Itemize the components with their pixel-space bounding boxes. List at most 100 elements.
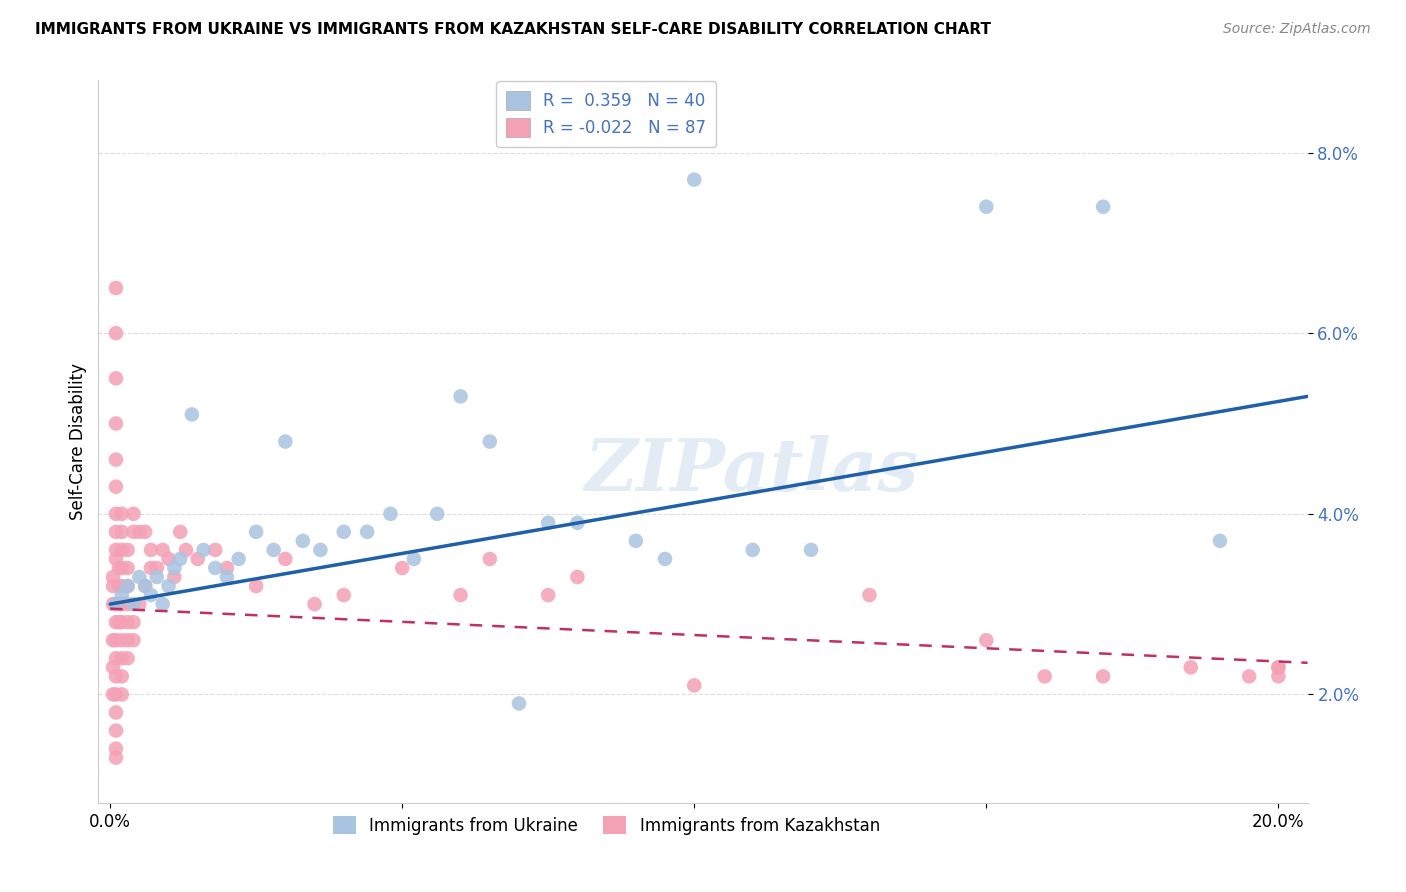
Point — [187, 552, 209, 566]
Point — [104, 723, 127, 738]
Point — [104, 615, 127, 630]
Point — [291, 533, 314, 548]
Point — [204, 561, 226, 575]
Point — [134, 579, 156, 593]
Point — [683, 678, 706, 692]
Point — [111, 651, 134, 665]
Point — [104, 669, 127, 683]
Point — [104, 750, 127, 764]
Point — [104, 633, 127, 648]
Point — [128, 597, 150, 611]
Point — [402, 552, 425, 566]
Point — [858, 588, 880, 602]
Y-axis label: Self-Care Disability: Self-Care Disability — [69, 363, 87, 520]
Point — [1237, 669, 1260, 683]
Point — [104, 480, 127, 494]
Point — [567, 570, 589, 584]
Point — [104, 552, 127, 566]
Point — [104, 687, 127, 701]
Point — [117, 651, 139, 665]
Point — [108, 561, 131, 575]
Point — [332, 524, 354, 539]
Point — [122, 597, 145, 611]
Point — [111, 542, 134, 557]
Point — [104, 597, 127, 611]
Point — [104, 597, 127, 611]
Point — [537, 516, 560, 530]
Point — [146, 561, 169, 575]
Point — [146, 570, 169, 584]
Point — [974, 200, 997, 214]
Point — [128, 524, 150, 539]
Point — [104, 651, 127, 665]
Point — [274, 434, 297, 449]
Point — [111, 597, 134, 611]
Point — [104, 706, 127, 720]
Point — [654, 552, 676, 566]
Point — [117, 561, 139, 575]
Point — [104, 542, 127, 557]
Point — [624, 533, 647, 548]
Point — [117, 542, 139, 557]
Point — [101, 597, 124, 611]
Point — [245, 524, 267, 539]
Point — [122, 524, 145, 539]
Point — [108, 579, 131, 593]
Point — [117, 633, 139, 648]
Point — [152, 597, 174, 611]
Point — [974, 633, 997, 648]
Point — [104, 507, 127, 521]
Point — [228, 552, 250, 566]
Point — [157, 579, 180, 593]
Point — [101, 660, 124, 674]
Point — [104, 371, 127, 385]
Text: IMMIGRANTS FROM UKRAINE VS IMMIGRANTS FROM KAZAKHSTAN SELF-CARE DISABILITY CORRE: IMMIGRANTS FROM UKRAINE VS IMMIGRANTS FR… — [35, 22, 991, 37]
Point — [117, 615, 139, 630]
Point — [263, 542, 285, 557]
Point — [108, 597, 131, 611]
Point — [1267, 669, 1289, 683]
Point — [122, 615, 145, 630]
Point — [104, 524, 127, 539]
Point — [800, 542, 823, 557]
Point — [245, 579, 267, 593]
Point — [1033, 669, 1056, 683]
Point — [104, 281, 127, 295]
Point — [1209, 533, 1232, 548]
Point — [309, 542, 332, 557]
Point — [134, 579, 156, 593]
Point — [426, 507, 449, 521]
Legend: Immigrants from Ukraine, Immigrants from Kazakhstan: Immigrants from Ukraine, Immigrants from… — [326, 809, 887, 841]
Point — [274, 552, 297, 566]
Point — [111, 633, 134, 648]
Point — [450, 588, 472, 602]
Point — [117, 597, 139, 611]
Point — [174, 542, 197, 557]
Point — [380, 507, 402, 521]
Text: Source: ZipAtlas.com: Source: ZipAtlas.com — [1223, 22, 1371, 37]
Point — [122, 633, 145, 648]
Point — [1267, 660, 1289, 674]
Point — [111, 597, 134, 611]
Point — [204, 542, 226, 557]
Point — [478, 434, 501, 449]
Point — [101, 633, 124, 648]
Point — [683, 172, 706, 186]
Point — [1267, 660, 1289, 674]
Point — [104, 417, 127, 431]
Point — [139, 561, 162, 575]
Point — [104, 452, 127, 467]
Point — [304, 597, 326, 611]
Point — [117, 579, 139, 593]
Point — [332, 588, 354, 602]
Point — [180, 408, 202, 422]
Point — [122, 507, 145, 521]
Point — [111, 524, 134, 539]
Point — [1092, 200, 1115, 214]
Point — [193, 542, 215, 557]
Point — [111, 561, 134, 575]
Point — [741, 542, 763, 557]
Point — [450, 389, 472, 403]
Point — [101, 579, 124, 593]
Point — [139, 542, 162, 557]
